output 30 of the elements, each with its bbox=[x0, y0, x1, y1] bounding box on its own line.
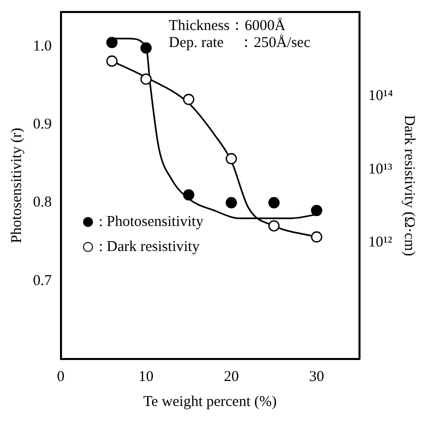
annotation: Dep. rate ：250Å/sec bbox=[168, 34, 311, 51]
point bbox=[106, 55, 118, 67]
point bbox=[310, 204, 322, 216]
x-tick-label: 10 bbox=[138, 368, 154, 385]
point bbox=[226, 153, 237, 164]
x-axis-title: Te weight percent (%) bbox=[143, 394, 277, 410]
x-tick-label: 30 bbox=[309, 368, 324, 385]
y-tick-label: 0.8 bbox=[33, 194, 52, 211]
point bbox=[140, 42, 152, 54]
point bbox=[226, 197, 237, 208]
point bbox=[268, 197, 280, 208]
y-tick-label: 1.0 bbox=[33, 38, 52, 54]
x-tick-label: 0 bbox=[57, 368, 64, 385]
legend-label: : Photosensitivity bbox=[98, 214, 204, 231]
legend-label: : Dark resistivity bbox=[98, 238, 200, 256]
y2-axis-title: Dark resistivity (Ω·cm) bbox=[401, 114, 418, 256]
point bbox=[140, 74, 152, 85]
point bbox=[106, 36, 118, 48]
y-tick-label: 0.7 bbox=[33, 272, 52, 289]
point bbox=[268, 220, 280, 232]
point bbox=[183, 189, 194, 201]
y-tick-label: 0.9 bbox=[33, 116, 52, 132]
y2-tick-label: 10¹³ bbox=[368, 161, 393, 178]
y-axis-title: Photosensitivity (r) bbox=[8, 128, 25, 244]
y2-tick-label: 10¹² bbox=[368, 234, 393, 251]
y2-tick-label: 10¹⁴ bbox=[368, 88, 394, 104]
x-tick-label: 20 bbox=[224, 368, 239, 385]
annotation: Thickness：6000Å bbox=[168, 16, 286, 34]
point bbox=[183, 94, 194, 106]
point bbox=[310, 231, 322, 243]
